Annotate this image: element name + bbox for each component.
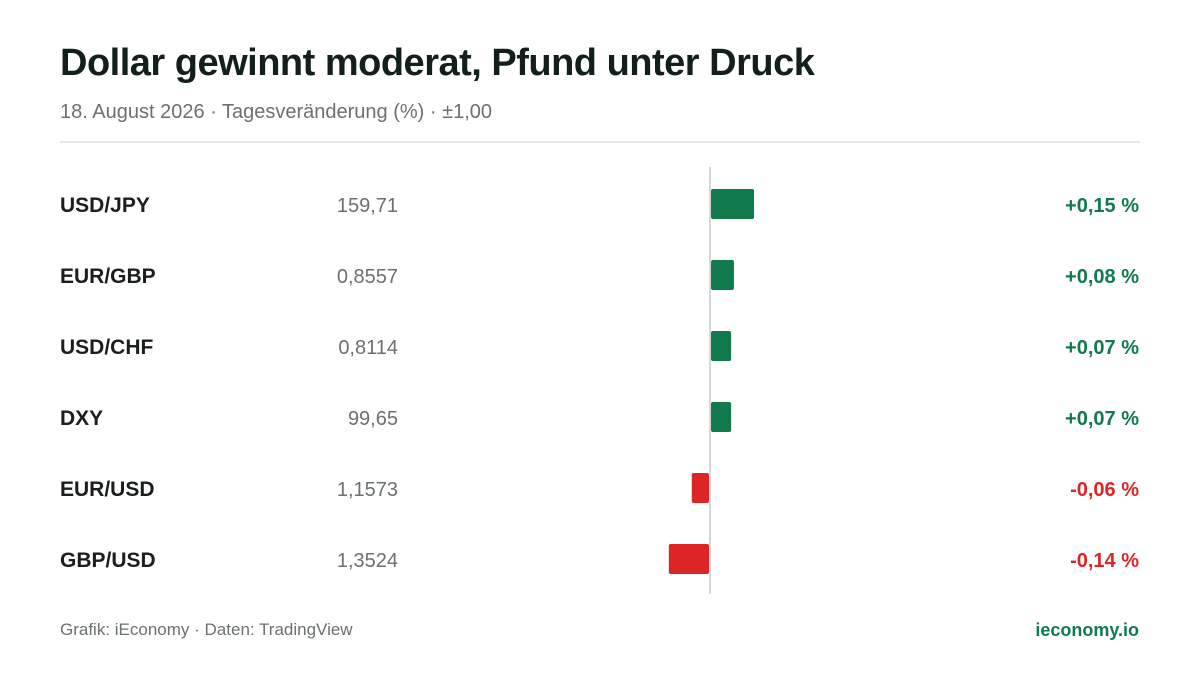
row-label: EUR/USD <box>60 478 155 501</box>
row-price: 159,71 <box>337 195 398 217</box>
chart-title: Dollar gewinnt moderat, Pfund unter Druc… <box>60 42 815 84</box>
bar-negative <box>691 473 709 503</box>
bar-positive <box>711 260 734 290</box>
row-label: USD/CHF <box>60 336 154 359</box>
row-change-label: +0,15 % <box>1065 195 1139 217</box>
row-change-label: +0,07 % <box>1065 408 1139 430</box>
row-label: EUR/GBP <box>60 265 156 288</box>
row-change-label: +0,07 % <box>1065 337 1139 359</box>
source-credit: Grafik: iEconomy · Daten: TradingView <box>60 620 353 639</box>
row-label: USD/JPY <box>60 194 150 217</box>
row-price: 0,8114 <box>338 337 398 359</box>
bar-negative <box>668 544 709 574</box>
row-price: 99,65 <box>348 408 398 430</box>
row-price: 0,8557 <box>337 266 398 288</box>
row-price: 1,1573 <box>337 479 398 501</box>
chart-subtitle: 18. August 2026 · Tagesveränderung (%) ·… <box>60 101 492 123</box>
header-divider <box>60 141 1140 143</box>
bar-positive <box>711 331 732 361</box>
brand-link[interactable]: ieconomy.io <box>1035 620 1139 640</box>
bar-positive <box>711 189 755 219</box>
row-label: DXY <box>60 407 103 430</box>
row-label: GBP/USD <box>60 549 156 572</box>
row-change-label: -0,06 % <box>1070 479 1139 501</box>
row-change-label: +0,08 % <box>1065 266 1139 288</box>
bar-positive <box>711 402 732 432</box>
row-change-label: -0,14 % <box>1070 550 1139 572</box>
row-price: 1,3524 <box>337 550 398 572</box>
